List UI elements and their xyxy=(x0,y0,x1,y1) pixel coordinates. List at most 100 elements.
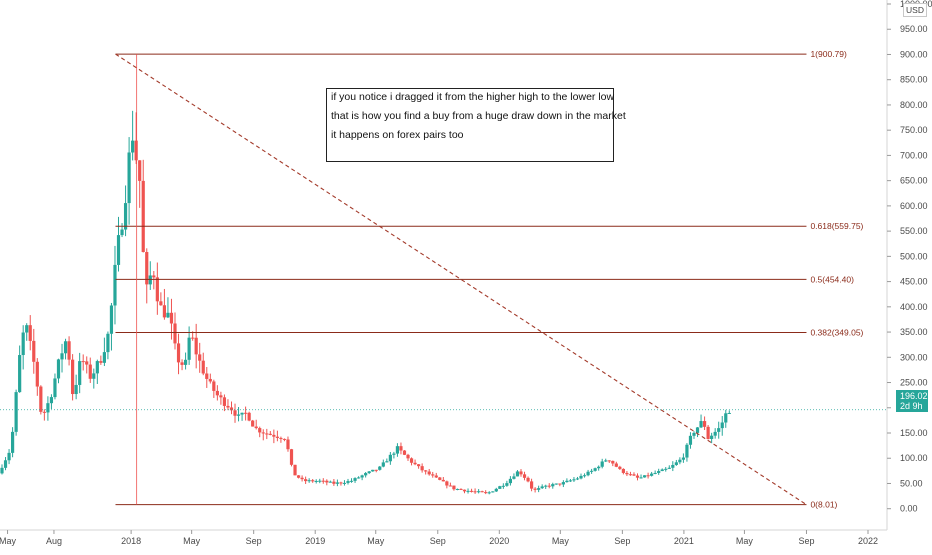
candle-body xyxy=(473,491,477,493)
price-tick-label: 250.00 xyxy=(900,378,928,388)
candle-body xyxy=(169,312,174,324)
price-tick-label: 850.00 xyxy=(900,75,928,85)
candle-body xyxy=(332,481,336,484)
candle xyxy=(201,352,205,376)
candle-body xyxy=(459,488,463,490)
candle xyxy=(28,315,32,351)
candle-body xyxy=(205,373,209,379)
candle xyxy=(459,488,463,490)
last-price-tag: 196.02 2d 9h xyxy=(896,390,928,412)
candle xyxy=(512,473,516,480)
candle xyxy=(593,467,597,472)
candle-body xyxy=(325,480,329,483)
candle-body xyxy=(653,472,657,474)
candle xyxy=(226,399,230,411)
candle xyxy=(522,471,527,481)
candle-body xyxy=(519,471,523,475)
candle-body xyxy=(537,488,541,490)
candle xyxy=(180,359,184,371)
currency-badge[interactable]: USD xyxy=(903,3,927,17)
candle xyxy=(417,464,421,469)
candle xyxy=(664,467,668,472)
candle xyxy=(558,483,562,487)
candle-body xyxy=(628,474,633,476)
candle-body xyxy=(657,471,661,473)
candle xyxy=(321,478,325,484)
candle xyxy=(575,476,580,481)
candle-body xyxy=(318,480,322,482)
candle-body xyxy=(540,486,544,489)
candle-body xyxy=(660,469,664,472)
candle xyxy=(653,470,657,475)
candle xyxy=(279,436,283,443)
fib-trendline[interactable] xyxy=(115,53,807,506)
candle xyxy=(236,407,241,422)
time-tick-label: May xyxy=(552,536,570,546)
candle-body xyxy=(159,301,163,306)
candle xyxy=(314,479,318,484)
candle xyxy=(547,483,551,489)
candle xyxy=(251,419,255,427)
candle xyxy=(63,338,68,360)
candle xyxy=(356,476,361,479)
candle xyxy=(215,385,219,401)
annotation-line: if you notice i dragged it from the high… xyxy=(331,91,615,103)
candle xyxy=(364,471,368,478)
candle xyxy=(406,453,410,461)
candle-body xyxy=(25,325,29,333)
candle-body xyxy=(222,397,227,406)
candle-body xyxy=(618,466,622,469)
candle xyxy=(176,333,181,375)
candle xyxy=(604,458,608,463)
candle-body xyxy=(417,464,421,467)
candle-body xyxy=(46,403,50,413)
candle-body xyxy=(353,478,357,481)
candle xyxy=(46,396,50,421)
candle xyxy=(544,484,548,490)
candle xyxy=(67,336,71,366)
candle xyxy=(296,475,301,479)
candle-body xyxy=(106,333,110,353)
candle-body xyxy=(251,420,255,427)
candle xyxy=(501,483,505,489)
candle-body xyxy=(78,361,82,385)
candle xyxy=(328,480,332,483)
candle-body xyxy=(371,469,375,472)
price-tick-label: 600.00 xyxy=(900,201,928,211)
candle-body xyxy=(515,471,520,477)
candle-body xyxy=(480,491,484,493)
candle-body xyxy=(688,435,693,445)
candle xyxy=(420,463,424,473)
candle-body xyxy=(374,469,378,471)
time-axis: May Aug 2018 May Sep 2019 May Sep 2020 May Sep 2021… xyxy=(0,529,887,546)
price-tick-label: 300.00 xyxy=(900,352,928,362)
candle-body xyxy=(49,397,54,404)
candle-body xyxy=(431,474,435,476)
candle xyxy=(198,342,202,373)
candle-body xyxy=(314,480,318,482)
candle-body xyxy=(229,407,234,411)
candle xyxy=(462,489,467,494)
candle xyxy=(85,356,89,374)
candle-body xyxy=(180,362,184,365)
annotation-box[interactable]: if you notice i dragged it from the high… xyxy=(326,88,626,162)
candle-body xyxy=(0,467,4,474)
price-tick-label: 750.00 xyxy=(900,125,928,135)
candle-body xyxy=(116,235,121,265)
candle xyxy=(3,457,8,471)
candle-body xyxy=(381,462,385,467)
candle-body xyxy=(95,361,99,374)
candle xyxy=(88,357,92,383)
candle xyxy=(360,474,364,481)
candle xyxy=(346,478,350,485)
candle-body xyxy=(586,471,590,476)
candle-body xyxy=(406,454,410,459)
candle xyxy=(78,352,82,394)
candle xyxy=(537,485,541,493)
candle-body xyxy=(579,475,583,479)
candle xyxy=(53,373,57,400)
candle xyxy=(628,471,633,476)
candle-body xyxy=(611,460,615,464)
